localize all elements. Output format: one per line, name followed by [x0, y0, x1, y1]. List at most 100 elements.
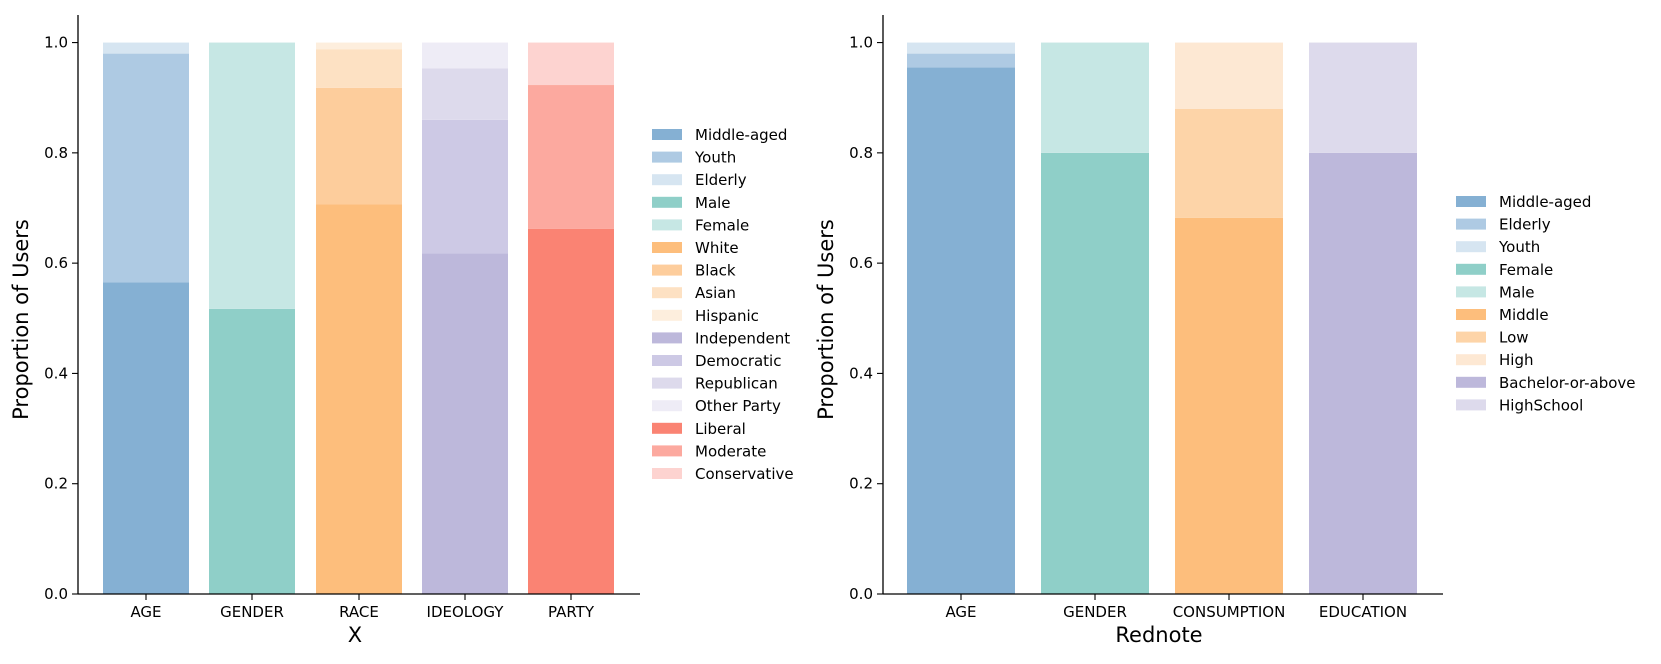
y-tick-label: 0.4 [44, 364, 68, 382]
legend-swatch [652, 377, 682, 389]
legend-swatch [1456, 399, 1486, 411]
bar-consumption-middle [1175, 217, 1283, 594]
y-tick-label: 0.6 [44, 254, 68, 272]
legend-label: Republican [695, 375, 778, 393]
legend-swatch [1456, 354, 1486, 366]
right-chart: 0.0 0.2 0.4 0.6 0.8 1.0 AGE GENDER CONSUMPTION ED… [814, 15, 1636, 647]
legend-swatch [652, 242, 682, 253]
left-chart: 0.0 0.2 0.4 0.6 0.8 1.0 AGE GENDER RACE IDEOLOGY P… [9, 15, 794, 647]
bar-gender-male [1041, 42, 1149, 153]
x-tick-label: PARTY [548, 603, 595, 621]
x-tick-label: RACE [339, 603, 379, 621]
y-tick-label: 0.4 [849, 364, 873, 382]
legend-label: Bachelor-or-above [1499, 374, 1636, 392]
bar-age-elderly [907, 53, 1015, 68]
legend-swatch [652, 196, 682, 208]
x-tick-label: CONSUMPTION [1173, 603, 1286, 621]
x-axis-title: X [348, 623, 362, 647]
legend-label: Elderly [695, 171, 747, 189]
legend-label: Moderate [695, 442, 766, 460]
y-tick-label: 1.0 [44, 34, 68, 52]
bar-age-elderly [103, 42, 189, 54]
bar-consumption-high [1175, 42, 1283, 109]
legend-label: Black [695, 262, 736, 280]
x-tick-label: EDUCATION [1319, 603, 1407, 621]
legend-label: Female [695, 216, 749, 234]
legend-label: Middle-aged [695, 126, 787, 144]
bar-race-hispanic [316, 42, 402, 50]
bar-gender-male [209, 308, 295, 594]
legend-swatch [1456, 331, 1486, 343]
legend-label: Hispanic [695, 307, 759, 325]
bar-age-middle-aged [907, 67, 1015, 594]
legend-label: Liberal [695, 420, 746, 438]
legend-label: Male [695, 194, 731, 212]
legend-label: Middle [1499, 306, 1549, 324]
bar-race-white [316, 204, 402, 594]
right-legend: Middle-aged Elderly Youth Female Male Middle L… [1456, 193, 1636, 414]
legend-swatch [652, 445, 682, 457]
bar-ideology-democratic [422, 119, 508, 254]
y-tick-label: 0.6 [849, 254, 873, 272]
bar-ideology-republican [422, 68, 508, 120]
x-tick-label: GENDER [220, 603, 284, 621]
legend-label: Asian [695, 284, 736, 302]
legend-swatch [652, 174, 682, 186]
y-tick-label: 1.0 [849, 34, 873, 52]
legend-label: Elderly [1499, 216, 1551, 234]
legend-label: White [695, 239, 739, 257]
legend-swatch [652, 468, 682, 479]
x-tick-label: AGE [945, 603, 976, 621]
legend-label: Conservative [695, 465, 794, 483]
y-axis-title: Proportion of Users [9, 219, 33, 420]
legend-label: Low [1499, 329, 1529, 347]
y-tick-label: 0.8 [849, 144, 873, 162]
legend-label: High [1499, 351, 1533, 369]
legend-swatch [652, 332, 682, 344]
legend-label: Middle-aged [1499, 193, 1591, 211]
bar-ideology-independent [422, 253, 508, 594]
y-tick-label: 0.0 [849, 585, 873, 603]
bar-race-asian [316, 49, 402, 88]
legend-swatch [1456, 286, 1486, 298]
y-tick-label: 0.8 [44, 144, 68, 162]
bar-education-highschool [1309, 42, 1417, 153]
legend-swatch [652, 151, 682, 163]
bar-party-moderate [528, 85, 614, 229]
y-tick-label: 0.0 [44, 585, 68, 603]
legend-swatch [652, 309, 682, 321]
x-tick-label: IDEOLOGY [427, 603, 505, 621]
bar-gender-female [209, 42, 295, 309]
x-tick-label: GENDER [1063, 603, 1127, 621]
legend-swatch [1456, 196, 1486, 207]
left-legend: Middle-aged Youth Elderly Male Female White Bl… [652, 126, 794, 483]
legend-label: Independent [695, 329, 790, 347]
x-axis-title: Rednote [1115, 623, 1202, 647]
bar-education-bachelor-or-above [1309, 152, 1417, 594]
legend-label: Female [1499, 261, 1553, 279]
legend-swatch [1456, 309, 1486, 320]
y-axis-title: Proportion of Users [814, 219, 838, 420]
legend-swatch [652, 219, 682, 231]
bar-gender-female [1041, 152, 1149, 594]
legend-swatch [1456, 241, 1486, 253]
legend-swatch [1456, 263, 1486, 275]
legend-swatch [652, 287, 682, 299]
legend-label: Youth [694, 149, 736, 167]
legend-swatch [1456, 376, 1486, 388]
bar-race-black [316, 87, 402, 205]
legend-swatch [652, 400, 682, 412]
bar-age-youth [907, 42, 1015, 54]
legend-label: Male [1499, 283, 1535, 301]
y-tick-label: 0.2 [849, 475, 873, 493]
bar-age-middle-aged [103, 282, 189, 594]
bar-consumption-low [1175, 108, 1283, 218]
legend-swatch [652, 355, 682, 366]
bar-party-conservative [528, 42, 614, 86]
legend-label: Youth [1498, 238, 1540, 256]
legend-label: Democratic [695, 352, 781, 370]
bar-ideology-other-party [422, 42, 508, 69]
bar-party-liberal [528, 228, 614, 594]
x-tick-label: AGE [130, 603, 161, 621]
